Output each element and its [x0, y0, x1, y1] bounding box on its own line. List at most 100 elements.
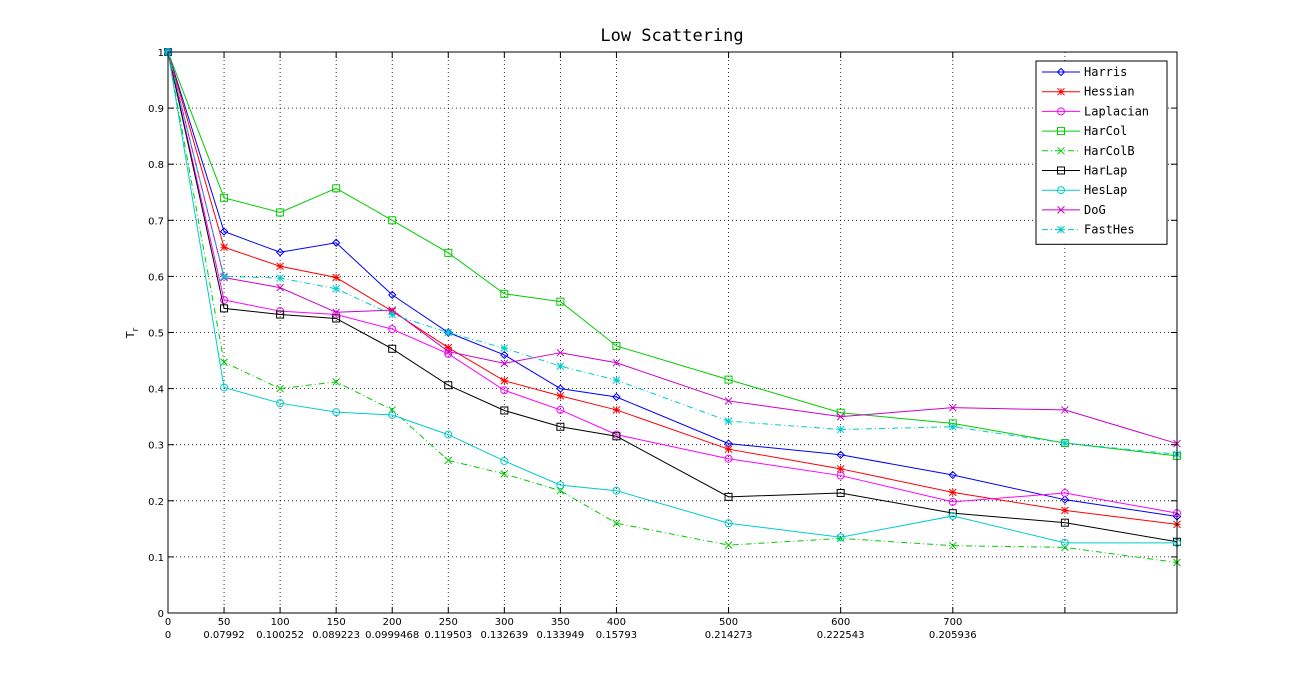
square-marker	[612, 341, 621, 350]
star-marker	[1061, 506, 1069, 515]
square-marker	[220, 304, 229, 313]
x-tick-sublabel: 0.100252	[256, 630, 304, 641]
x-tick-label: 300	[495, 617, 514, 628]
circle-marker	[1060, 488, 1069, 497]
circle-marker	[724, 454, 733, 463]
x-tick-sublabel: 0.07992	[203, 630, 244, 641]
legend-label: Harris	[1084, 65, 1127, 79]
star-marker	[836, 464, 845, 473]
x-tick-label: 700	[943, 617, 962, 628]
circle-marker	[1060, 538, 1069, 547]
square-marker	[444, 381, 453, 390]
x-tick-label: 400	[607, 617, 626, 628]
legend-label: HarColB	[1084, 144, 1135, 158]
circle-marker	[500, 386, 509, 395]
star-marker	[276, 274, 284, 282]
x-tick-sublabel: 0	[165, 630, 171, 641]
x-tick-sublabel: 0.089223	[312, 630, 360, 641]
x-tick-sublabel: 0.0999468	[365, 630, 419, 641]
star-marker	[332, 284, 341, 293]
series-line	[167, 51, 1178, 518]
x-tick-label: 350	[551, 617, 570, 628]
series-line	[167, 51, 1178, 514]
series-line	[167, 51, 1178, 525]
x-marker	[556, 486, 565, 495]
x-tick-label: 200	[383, 617, 402, 628]
legend-entry: DoG	[1042, 203, 1106, 217]
legend-entry: HarColB	[1042, 144, 1135, 158]
series-dog	[164, 48, 1181, 448]
circle-marker	[556, 405, 565, 414]
square-marker	[388, 216, 397, 225]
y-axis-label-sub: r	[131, 327, 141, 331]
x-marker	[220, 358, 228, 367]
square-marker	[612, 432, 621, 441]
square-marker	[1060, 518, 1069, 527]
square-marker	[948, 509, 957, 518]
circle-marker	[836, 471, 845, 480]
circle-marker	[612, 486, 621, 495]
circle-marker	[948, 497, 957, 506]
legend-label: HesLap	[1084, 183, 1127, 197]
series-line	[167, 51, 1178, 445]
legend-entry: HesLap	[1042, 183, 1127, 197]
x-tick-sublabel: 0.119503	[424, 630, 472, 641]
star-marker	[1057, 87, 1065, 96]
diamond-marker	[500, 350, 509, 360]
square-marker	[1057, 127, 1065, 136]
circle-marker	[1057, 186, 1065, 195]
legend-entry: Hessian	[1042, 85, 1135, 99]
y-tick-label: 0.1	[148, 553, 164, 564]
diamond-marker	[388, 290, 397, 300]
star-marker	[500, 344, 509, 353]
diamond-marker	[275, 248, 285, 257]
circle-marker	[836, 533, 845, 542]
circle-marker	[444, 349, 453, 358]
series-line	[167, 51, 1178, 543]
x-marker	[612, 358, 621, 367]
star-marker	[1057, 225, 1065, 234]
star-marker	[724, 445, 733, 454]
x-marker	[612, 519, 621, 528]
square-marker	[1057, 166, 1065, 175]
diamond-marker	[836, 450, 845, 460]
circle-marker	[500, 456, 509, 465]
diamond-marker	[556, 384, 565, 393]
axis-ticks: 00500.079921000.1002521500.0892232000.09…	[148, 48, 1177, 641]
y-tick-label: 0.6	[148, 272, 164, 283]
x-marker	[724, 541, 733, 549]
circle-marker	[220, 295, 229, 304]
star-marker	[500, 376, 509, 385]
y-tick-label: 0.4	[148, 385, 164, 396]
x-tick-sublabel: 0.205936	[929, 630, 977, 641]
legend-label: DoG	[1084, 203, 1106, 217]
circle-marker	[948, 511, 957, 520]
star-marker	[948, 488, 957, 497]
legend-label: HarCol	[1084, 124, 1127, 138]
legend-entry: HarLap	[1042, 164, 1127, 178]
square-marker	[500, 289, 509, 298]
x-marker	[444, 347, 453, 356]
square-marker	[836, 488, 845, 497]
x-marker	[836, 534, 845, 543]
star-marker	[444, 343, 453, 352]
y-axis-label: Tr	[124, 327, 141, 339]
diamond-marker	[948, 470, 957, 480]
square-marker	[724, 375, 733, 384]
star-marker	[220, 243, 228, 252]
x-marker	[1061, 543, 1069, 552]
diamond-marker	[612, 392, 621, 402]
circle-marker	[332, 408, 341, 417]
series-heslap	[164, 48, 1181, 547]
circle-marker	[220, 383, 229, 392]
square-marker	[332, 184, 341, 193]
circle-marker	[556, 481, 565, 490]
x-tick-sublabel: 0.132639	[480, 630, 528, 641]
square-marker	[220, 193, 229, 202]
x-marker	[1057, 146, 1065, 155]
star-marker	[444, 328, 453, 337]
y-tick-label: 0.2	[148, 497, 164, 508]
y-tick-label: 0.7	[148, 216, 164, 227]
square-marker	[444, 248, 453, 257]
series-line	[167, 51, 1178, 457]
